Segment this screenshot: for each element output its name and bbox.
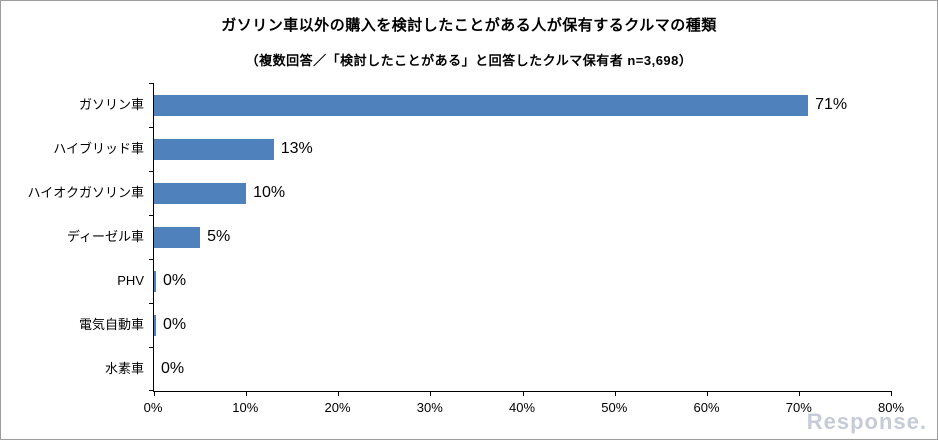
bar-value-label: 13% <box>280 140 313 157</box>
bar-row: 10% <box>154 171 891 215</box>
x-axis-tick-label: 30% <box>416 400 443 415</box>
category-label: 電気自動車 <box>78 317 144 332</box>
x-axis-tick <box>154 391 155 396</box>
x-axis-tick-label: 70% <box>785 400 812 415</box>
x-axis-tick-label: 60% <box>693 400 720 415</box>
bar-value-label: 5% <box>207 228 231 245</box>
bar <box>154 226 201 248</box>
y-axis-tick <box>149 127 154 128</box>
y-axis-tick <box>149 347 154 348</box>
bar-row: 0% <box>154 303 891 347</box>
y-axis-tick <box>149 83 154 84</box>
response-watermark: Response. <box>806 409 927 434</box>
bar <box>154 270 156 292</box>
chart-inner: ガソリン車ハイブリッド車ハイオクガソリン車ディーゼル車 PHV 電気自動車水素車 7… <box>13 83 892 396</box>
x-axis-tick <box>430 391 432 396</box>
category-label: 水素車 <box>104 361 144 376</box>
x-axis-tick <box>522 391 524 396</box>
bar-value-label: 71% <box>815 96 848 113</box>
x-axis-tick <box>246 391 248 396</box>
x-axis-ticks: 0% 10% 20% 30% 40% 50% 60% 70% 80% <box>144 392 904 418</box>
bar-row: 71% <box>154 83 891 127</box>
bar-row: 0% <box>154 347 891 391</box>
x-axis-tick-label: 0% <box>143 400 163 415</box>
x-axis-tick <box>891 391 892 396</box>
x-axis-tick <box>614 391 616 396</box>
y-axis-tick <box>149 171 154 172</box>
bar-row: 0% <box>154 259 891 303</box>
category-label: PHV <box>117 273 144 288</box>
bar-chart: ガソリン車ハイブリッド車ハイオクガソリン車ディーゼル車 PHV 電気自動車水素車 7… <box>13 83 904 418</box>
category-label: ガソリン車 <box>78 97 144 112</box>
category-label: ディーゼル車 <box>66 229 144 244</box>
bar-value-label: 10% <box>253 184 286 201</box>
bar <box>154 138 274 160</box>
chart-subtitle: （複数回答／「検討したことがある」と回答したクルマ保有者 n=3,698） <box>245 53 693 68</box>
y-axis-tick <box>149 390 154 391</box>
bar <box>154 94 809 116</box>
bar-value-label: 0% <box>163 316 187 333</box>
category-label: ハイオクガソリン車 <box>27 185 144 200</box>
y-axis-tick <box>149 303 154 304</box>
x-axis-tick <box>338 391 340 396</box>
category-label: ハイブリッド車 <box>53 141 144 156</box>
x-axis-tick-label: 80% <box>877 400 905 415</box>
plot-area: 71% 13% 10% 5% 0% 0% 0% <box>149 83 892 396</box>
bar <box>154 182 247 204</box>
x-axis-tick <box>706 391 708 396</box>
bar-value-label: 0% <box>163 272 187 289</box>
x-axis-tick-label: 40% <box>508 400 536 415</box>
bar <box>154 314 156 336</box>
chart-title: ガソリン車以外の購入を検討したことがある人が保有するクルマの種類 <box>221 17 717 34</box>
bar-value-label: 0% <box>161 360 185 377</box>
y-axis-tick <box>149 259 154 260</box>
y-axis-tick <box>149 215 154 216</box>
x-axis-tick-label: 10% <box>232 400 259 415</box>
x-axis-tick <box>798 391 800 396</box>
bar-row: 13% <box>154 127 891 171</box>
category-label-column: ガソリン車ハイブリッド車ハイオクガソリン車ディーゼル車 PHV 電気自動車水素車 <box>13 83 153 391</box>
x-axis-tick-label: 20% <box>324 400 351 415</box>
bar-row: 5% <box>154 215 891 259</box>
x-axis-tick-label: 50% <box>601 400 628 415</box>
